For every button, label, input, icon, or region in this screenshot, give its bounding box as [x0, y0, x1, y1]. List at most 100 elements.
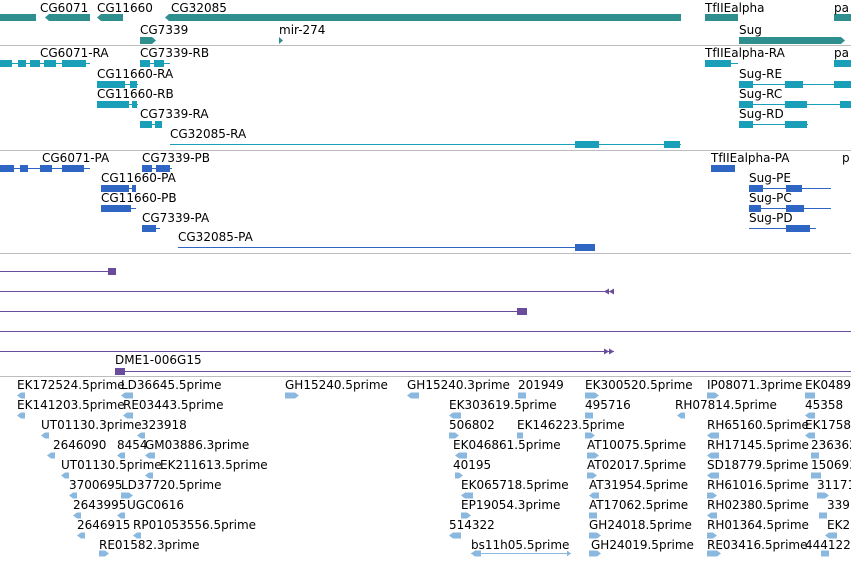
- est-label[interactable]: EK065718.5prime: [461, 478, 569, 492]
- gene-bar-cg6071-b[interactable]: [45, 14, 90, 21]
- gene-bar-cg11660[interactable]: [97, 14, 123, 21]
- protein-exon[interactable]: [132, 185, 136, 192]
- transcript-label[interactable]: CG6071-RA: [40, 46, 109, 60]
- est-glyph[interactable]: [805, 392, 815, 399]
- est-label[interactable]: AT31954.5prime: [589, 478, 689, 492]
- gene-bar-pa[interactable]: [834, 14, 851, 21]
- est-glyph[interactable]: [41, 432, 49, 439]
- gene-bar-cg7339[interactable]: [140, 37, 156, 44]
- transcript-exon[interactable]: [155, 121, 162, 128]
- est-label[interactable]: bs11h05.5prime: [471, 538, 570, 552]
- est-label[interactable]: 514322: [449, 518, 495, 532]
- protein-label[interactable]: CG7339-PA: [142, 211, 210, 225]
- est-glyph[interactable]: [805, 432, 815, 439]
- est-label[interactable]: GH15240.5prime: [285, 378, 388, 392]
- protein-exon[interactable]: [101, 185, 129, 192]
- alignment-block[interactable]: [115, 368, 125, 375]
- est-label[interactable]: SD18779.5prime: [707, 458, 809, 472]
- est-glyph[interactable]: [825, 532, 837, 539]
- protein-exon[interactable]: [786, 225, 810, 232]
- est-label[interactable]: RP01053556.5prime: [133, 518, 257, 532]
- protein-label[interactable]: CG6071-PA: [42, 151, 110, 165]
- transcript-exon[interactable]: [62, 60, 86, 67]
- transcript-label[interactable]: CG11660-RA: [97, 67, 174, 81]
- protein-label[interactable]: CG11660-PA: [101, 171, 176, 185]
- est-label[interactable]: RE01582.3prime: [99, 538, 200, 552]
- est-glyph[interactable]: [707, 392, 719, 399]
- transcript-exon[interactable]: [132, 101, 137, 108]
- est-label[interactable]: 236362: [811, 438, 851, 452]
- gene-label-cg32085[interactable]: CG32085: [171, 1, 227, 15]
- est-label[interactable]: EK211613.5prime: [160, 458, 268, 472]
- protein-label[interactable]: TfIIEalpha-PA: [711, 151, 790, 165]
- est-glyph[interactable]: [805, 412, 815, 419]
- transcript-exon[interactable]: [30, 60, 40, 67]
- protein-exon[interactable]: [786, 205, 804, 212]
- est-glyph[interactable]: [589, 512, 597, 519]
- est-glyph[interactable]: [121, 392, 133, 399]
- transcript-exon[interactable]: [785, 101, 807, 108]
- est-label[interactable]: EK1758: [805, 418, 851, 432]
- est-label[interactable]: AT02017.5prime: [587, 458, 687, 472]
- est-glyph[interactable]: [407, 392, 419, 399]
- est-glyph[interactable]: [69, 492, 77, 499]
- est-label[interactable]: 45358: [805, 398, 844, 412]
- est-label[interactable]: RH17145.5prime: [707, 438, 809, 452]
- transcript-exon[interactable]: [739, 121, 753, 128]
- transcript-exon[interactable]: [140, 121, 152, 128]
- protein-exon[interactable]: [575, 244, 595, 251]
- est-label[interactable]: RE03416.5prime: [707, 538, 808, 552]
- est-glyph[interactable]: [133, 532, 141, 539]
- alignment-arrow[interactable]: [609, 288, 614, 295]
- est-glyph[interactable]: [811, 452, 819, 459]
- est-label[interactable]: 8454: [117, 438, 148, 452]
- transcript-exon[interactable]: [785, 81, 803, 88]
- gene-bar-sug[interactable]: [739, 37, 845, 44]
- est-glyph[interactable]: [73, 512, 81, 519]
- transcript-exon[interactable]: [840, 101, 851, 108]
- est-glyph[interactable]: [61, 472, 69, 479]
- est-label[interactable]: EK172524.5prime: [17, 378, 125, 392]
- est-glyph[interactable]: [449, 532, 461, 539]
- est-glyph[interactable]: [819, 512, 827, 519]
- est-glyph[interactable]: [707, 532, 717, 539]
- protein-label[interactable]: CG32085-PA: [178, 230, 253, 244]
- est-glyph[interactable]: [811, 472, 821, 479]
- est-label[interactable]: LD37720.5prime: [121, 478, 222, 492]
- transcript-label[interactable]: Sug-RE: [739, 67, 783, 81]
- est-glyph[interactable]: [707, 452, 719, 459]
- protein-exon[interactable]: [40, 165, 52, 172]
- gene-bar-cg6071[interactable]: [0, 14, 36, 21]
- est-glyph[interactable]: [137, 432, 145, 439]
- transcript-label[interactable]: pa: [834, 46, 849, 60]
- est-glyph[interactable]: [707, 472, 719, 479]
- transcript-exon[interactable]: [664, 141, 680, 148]
- transcript-label[interactable]: CG7339-RB: [140, 46, 210, 60]
- est-label[interactable]: EK303619.5prime: [449, 398, 557, 412]
- protein-exon[interactable]: [786, 185, 802, 192]
- est-glyph[interactable]: [455, 452, 467, 459]
- gene-label-tfiiealpha[interactable]: TfIIEalpha: [705, 1, 765, 15]
- est-label[interactable]: 3700695: [69, 478, 123, 492]
- est-label[interactable]: EK300520.5prime: [585, 378, 693, 392]
- est-label[interactable]: 495716: [585, 398, 631, 412]
- protein-label[interactable]: Sug-PC: [749, 191, 792, 205]
- protein-exon[interactable]: [20, 165, 28, 172]
- est-label[interactable]: EK146223.5prime: [517, 418, 625, 432]
- est-label[interactable]: 2646090: [53, 438, 107, 452]
- est-label[interactable]: UT01130.3prime: [41, 418, 142, 432]
- transcript-exon[interactable]: [705, 60, 731, 67]
- transcript-exon[interactable]: [97, 101, 129, 108]
- est-glyph[interactable]: [123, 412, 133, 419]
- transcript-exon[interactable]: [154, 60, 164, 67]
- transcript-exon[interactable]: [739, 101, 753, 108]
- est-label[interactable]: IP08071.3prime: [707, 378, 803, 392]
- protein-exon[interactable]: [142, 225, 156, 232]
- transcript-exon[interactable]: [834, 60, 851, 67]
- est-label[interactable]: AT17062.5prime: [589, 498, 689, 512]
- est-label[interactable]: UGC0616: [127, 498, 184, 512]
- est-label[interactable]: 40195: [453, 458, 492, 472]
- est-glyph[interactable]: [99, 550, 109, 557]
- est-label[interactable]: UT01130.5prime: [61, 458, 162, 472]
- est-label[interactable]: LD36645.5prime: [121, 378, 222, 392]
